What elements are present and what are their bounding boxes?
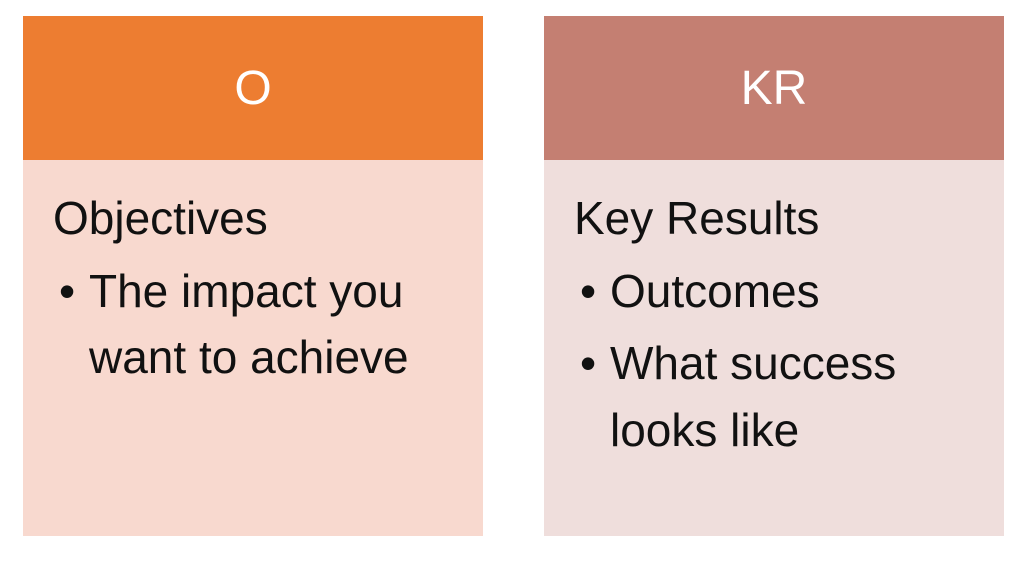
key-results-bullet-list: • Outcomes • What success looks like [574,258,980,464]
objectives-bullet-list: • The impact you want to achieve [53,258,459,391]
bullet-icon: • [580,337,597,390]
key-results-bullet-text: Outcomes [610,264,820,317]
objectives-bullet-text: The impact you want to achieve [89,264,409,384]
key-results-card: KR Key Results • Outcomes • What success… [544,16,1004,536]
bullet-icon: • [59,264,76,317]
key-results-bullet-item: • Outcomes [574,258,980,325]
key-results-bullet-item: • What success looks like [574,330,980,463]
objectives-bullet-item: • The impact you want to achieve [53,258,459,391]
key-results-body: Key Results • Outcomes • What success lo… [544,160,1004,536]
objectives-header: O [23,16,483,160]
objectives-header-label: O [234,61,272,115]
objectives-body: Objectives • The impact you want to achi… [23,160,483,536]
key-results-bullet-text: What success looks like [610,337,897,456]
objectives-title: Objectives [53,192,268,244]
key-results-header: KR [544,16,1004,160]
bullet-icon: • [580,264,597,317]
objectives-card: O Objectives • The impact you want to ac… [23,16,483,536]
key-results-title: Key Results [574,192,820,244]
key-results-header-label: KR [740,61,808,115]
